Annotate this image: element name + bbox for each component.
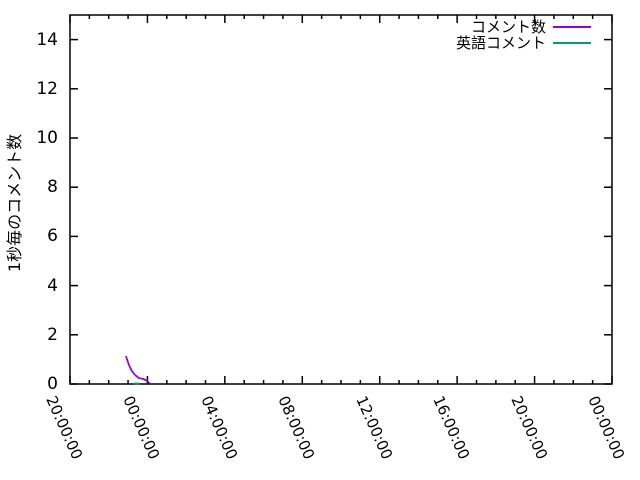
legend-entry: 英語コメント — [456, 35, 591, 51]
y-axis-label: 1秒毎のコメント数 — [5, 133, 24, 273]
legend-label: 英語コメント — [455, 34, 546, 52]
y-tick-label: 10 — [36, 128, 58, 148]
y-tick-label: 14 — [36, 29, 58, 50]
legend-line-sample — [553, 42, 591, 44]
y-tick-label: 8 — [47, 177, 58, 198]
y-tick-label: 2 — [47, 324, 58, 345]
y-tick-label: 6 — [47, 226, 58, 247]
series-line-1 — [125, 355, 151, 385]
plot-frame — [69, 14, 613, 385]
y-tick-label: 0 — [47, 374, 58, 394]
y-tick-label: 4 — [47, 275, 58, 296]
y-tick-label: 12 — [36, 78, 58, 99]
legend-label: コメント数 — [470, 18, 546, 36]
legend: コメント数 英語コメント — [456, 19, 591, 51]
legend-line-sample — [553, 26, 591, 28]
legend-entry: コメント数 — [456, 19, 591, 35]
